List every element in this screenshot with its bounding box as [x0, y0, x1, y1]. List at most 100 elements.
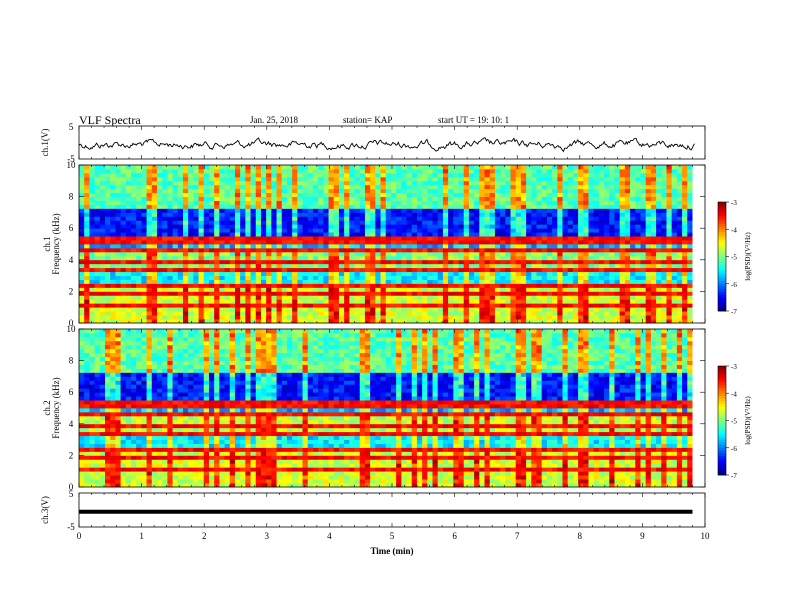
spectrogram-cell [130, 180, 137, 186]
spectrogram-cell [614, 208, 621, 213]
spectrogram-cell [338, 251, 345, 257]
spectrogram-cell [656, 172, 662, 178]
spectrogram-cell [359, 192, 366, 197]
spectrogram-cell [567, 228, 574, 233]
spectrogram-cell [156, 283, 163, 288]
spectrogram-cell [422, 259, 428, 265]
spectrogram-cell [645, 279, 652, 284]
spectrogram-cell [240, 220, 246, 225]
spectrogram-cell [515, 204, 522, 209]
spectrogram-cell [432, 224, 439, 229]
spectrogram-cell [312, 251, 319, 257]
spectrogram-cell [104, 184, 111, 190]
spectrogram-cell [593, 232, 600, 237]
colorbar-cell [718, 297, 726, 301]
spectrogram-cell [94, 240, 101, 245]
spectrogram-cell [390, 212, 397, 217]
spectrogram-cell [468, 311, 475, 316]
spectrogram-cell [635, 319, 641, 324]
spectrogram-cell [349, 188, 355, 194]
spectrogram-cell [208, 220, 215, 225]
spectrogram-cell [297, 311, 303, 316]
spectrogram-cell [661, 192, 667, 197]
spectrogram-cell [650, 315, 657, 320]
spectrogram-cell [588, 188, 595, 194]
spectrogram-cell [156, 311, 163, 316]
spectrogram-cell [370, 275, 376, 280]
spectrogram-cell [448, 236, 454, 241]
spectrogram-cell [286, 319, 293, 324]
spectrogram-cell [520, 267, 527, 273]
spectrogram-cell [687, 200, 693, 205]
spectrogram-cell [661, 299, 667, 304]
spectrogram-cell [208, 271, 215, 276]
spectrogram-cell [448, 275, 454, 280]
spectrogram-cell [146, 184, 153, 190]
spectrogram-cell [151, 315, 158, 320]
spectrogram-cell [432, 287, 439, 292]
spectrogram-cell [276, 275, 283, 280]
spectrogram-cell [84, 271, 90, 276]
spectrogram-cell [401, 165, 407, 170]
spectrogram-cell [604, 283, 610, 288]
spectrogram-cell [453, 283, 459, 288]
spectrogram-cell [406, 251, 413, 257]
spectrogram-cell [125, 271, 132, 276]
spectrogram-cell [219, 180, 225, 186]
spectrogram-cell [110, 192, 116, 197]
spectrogram-cell [666, 208, 673, 213]
spectrogram-cell [520, 236, 527, 241]
spectrogram-cell [552, 192, 558, 197]
spectrogram-cell [359, 267, 366, 273]
spectrogram-cell [427, 303, 433, 308]
spectrogram-cell [468, 224, 475, 229]
spectrogram-cell [687, 165, 693, 170]
spectrogram-cell [266, 291, 272, 296]
spectrogram-cell [338, 307, 345, 312]
spectrogram-cell [271, 259, 277, 265]
spectrogram-cell [458, 275, 465, 280]
spectrogram-cell [271, 287, 277, 292]
spectrogram-cell [479, 267, 485, 273]
spectrogram-cell [671, 220, 678, 225]
spectrogram-cell [510, 259, 517, 265]
spectrogram-cell [276, 184, 283, 190]
spectrogram-cell [193, 208, 199, 213]
spectrogram-cell [437, 279, 444, 284]
spectrogram-cell [546, 220, 553, 225]
spectrogram-cell [588, 279, 595, 284]
spectrogram-cell [349, 287, 355, 292]
spectrogram-cell [458, 283, 465, 288]
spectrogram-cell [219, 271, 225, 276]
spectrogram-cell [645, 224, 652, 229]
spectrogram-cell [531, 267, 537, 273]
spectrogram-cell [224, 224, 231, 229]
spectrogram-cell [130, 212, 137, 217]
spectrogram-cell [593, 263, 600, 269]
spectrogram-cell [448, 204, 454, 209]
spectrogram-cell [375, 220, 381, 225]
colorbar-cell [718, 221, 726, 225]
spectrogram-cell [297, 216, 303, 221]
spectrogram-cell [172, 315, 179, 320]
spectrogram-cell [125, 303, 132, 308]
spectrogram-cell [359, 216, 366, 221]
spectrogram-cell [208, 224, 215, 229]
spectrogram-cell [328, 275, 335, 280]
spectrogram-cell [687, 295, 693, 300]
spectrogram-cell [640, 287, 647, 292]
spectrogram-cell [687, 204, 693, 209]
spectrogram-cell [437, 299, 444, 304]
y-axis-label: ch.1(V) [40, 129, 50, 157]
spectrogram-cell [99, 216, 106, 221]
spectrogram-cell [396, 295, 402, 300]
spectrogram-cell [323, 200, 329, 205]
spectrogram-cell [214, 232, 220, 237]
spectrogram-cell [593, 236, 600, 241]
spectrogram-cell [167, 232, 173, 237]
spectrogram-cell [141, 311, 147, 316]
spectrogram-cell [609, 291, 615, 296]
spectrogram-cell [401, 196, 407, 201]
spectrogram-cell [630, 208, 636, 213]
spectrogram-cell [520, 168, 527, 174]
